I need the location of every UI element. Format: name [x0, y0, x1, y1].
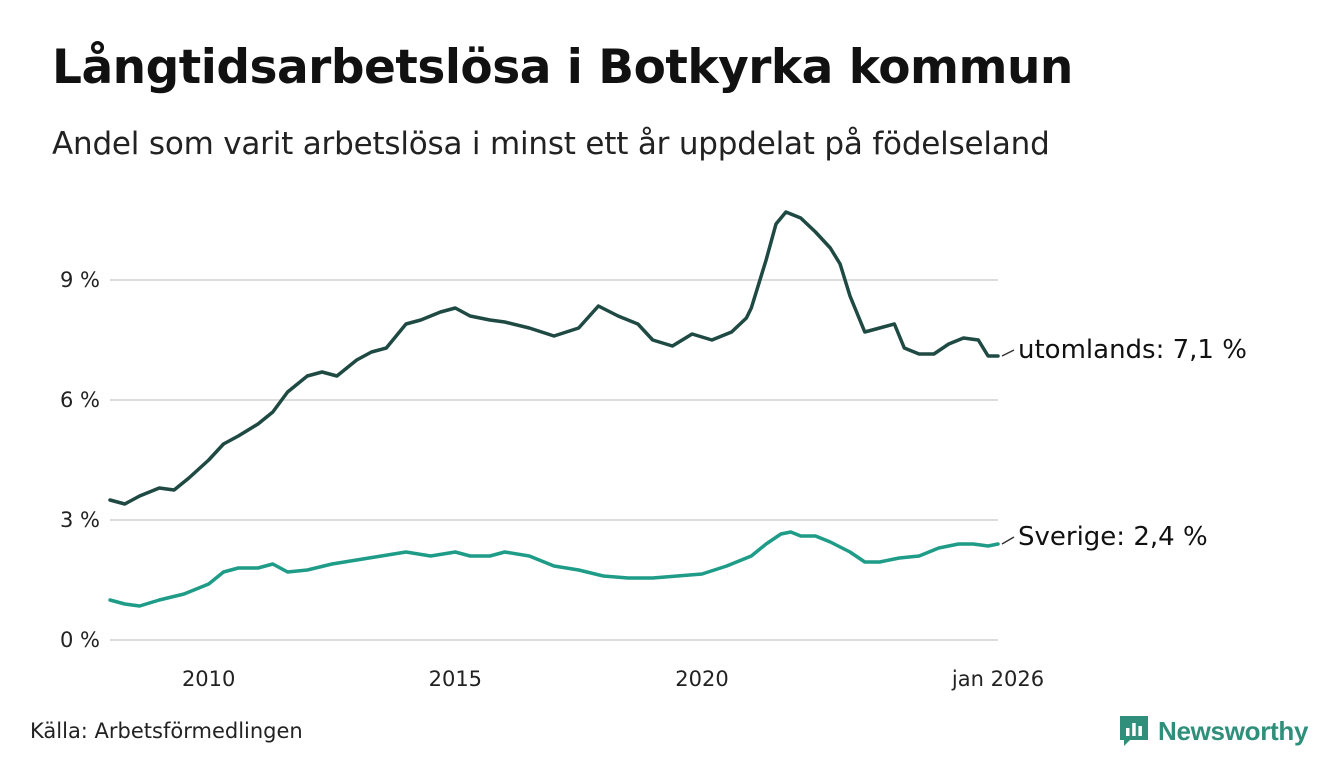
series-line-sverige	[108, 530, 1000, 608]
newsworthy-logo-icon	[1120, 716, 1148, 746]
series-label-connector-sverige	[1001, 536, 1015, 545]
series-end-label-sverige: Sverige: 2,4 %	[1018, 522, 1208, 552]
x-tick-label: jan 2026	[951, 667, 1044, 691]
y-tick-label: 9 %	[60, 268, 100, 292]
x-tick-label: 2020	[675, 667, 728, 691]
series-end-label-utomlands: utomlands: 7,1 %	[1018, 335, 1247, 365]
chart-title: Långtidsarbetslösa i Botkyrka kommun	[52, 40, 1073, 95]
x-tick-label: 2015	[429, 667, 482, 691]
y-tick-label: 3 %	[60, 508, 100, 532]
series-line-utomlands	[108, 210, 1000, 506]
y-tick-label: 6 %	[60, 388, 100, 412]
x-tick-label: 2010	[182, 667, 235, 691]
source-note: Källa: Arbetsförmedlingen	[30, 719, 303, 743]
series-label-connector-utomlands	[1001, 349, 1015, 357]
chart-subtitle: Andel som varit arbetslösa i minst ett å…	[52, 126, 1050, 162]
y-tick-label: 0 %	[60, 628, 100, 652]
brand-name: Newsworthy	[1158, 715, 1309, 746]
line-chart: 0 % 3 % 6 % 9 % 2010 2015 2020 jan 2026 utomland…	[60, 210, 1247, 691]
newsworthy-brand: Newsworthy	[1118, 714, 1308, 748]
